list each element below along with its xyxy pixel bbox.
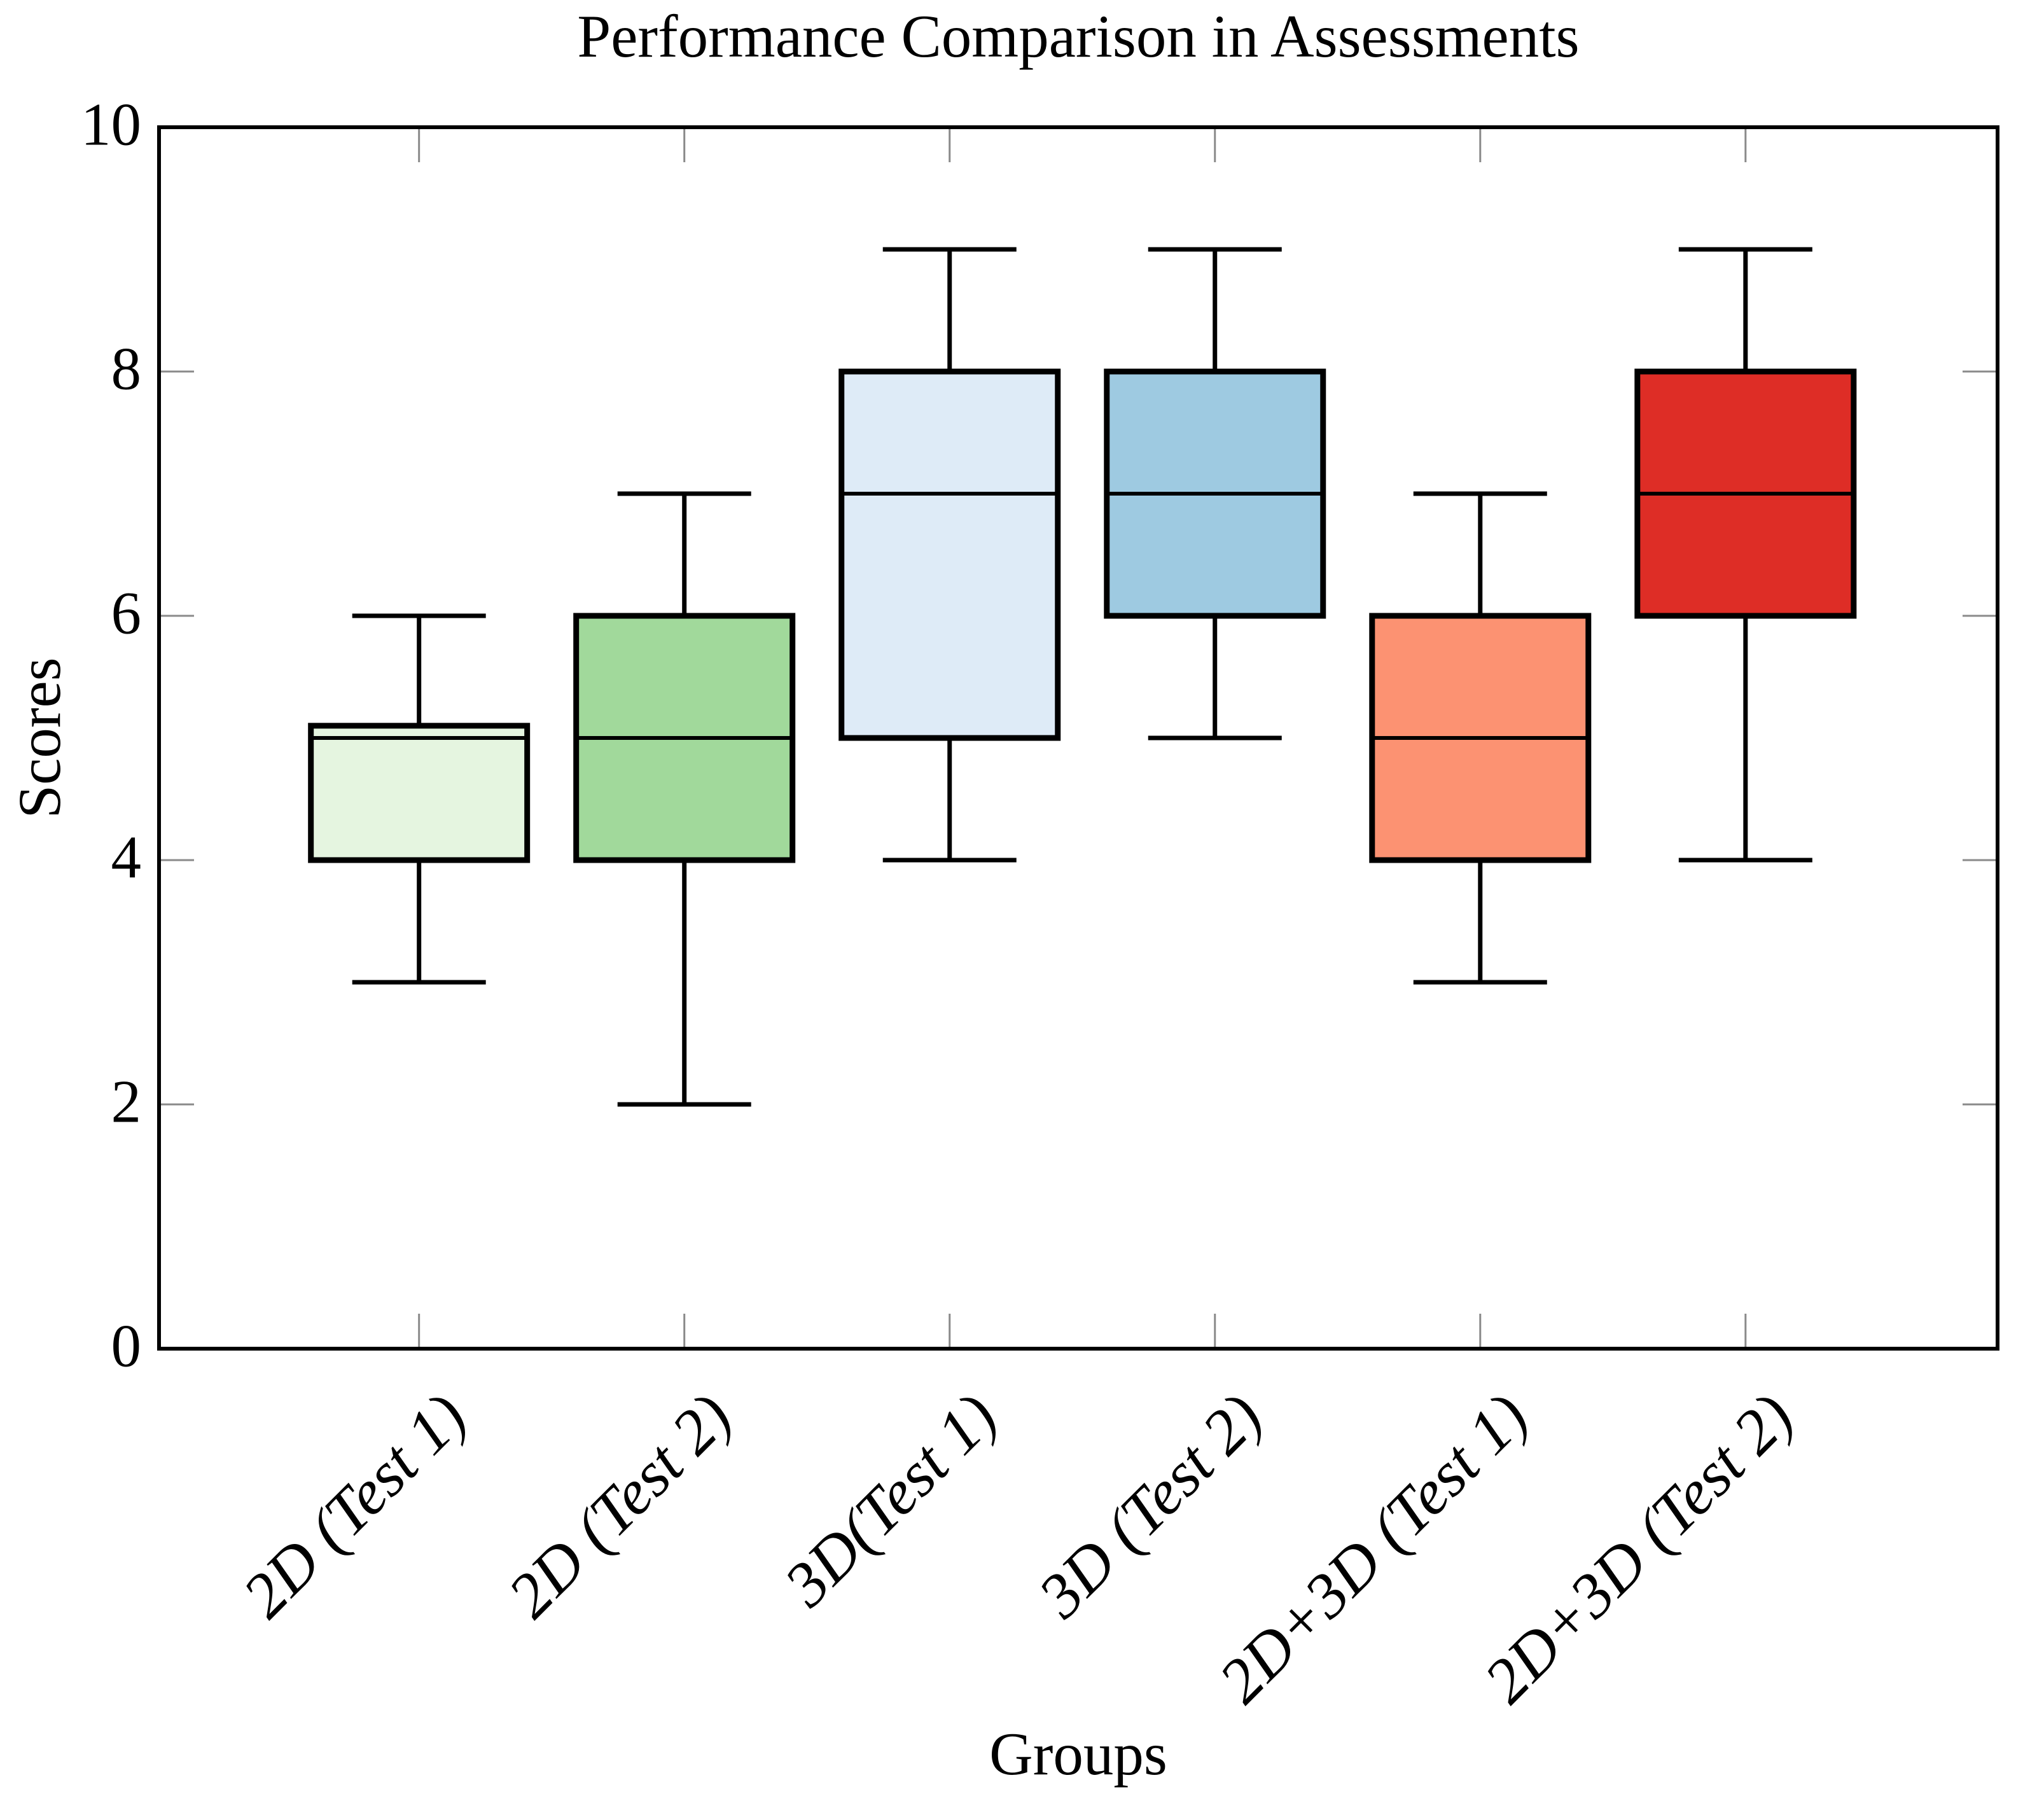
y-tick-label-8: 8 <box>111 335 142 403</box>
y-tick-label-6: 6 <box>111 579 142 647</box>
y-tick-label-10: 10 <box>81 90 141 158</box>
y-tick-label-0: 0 <box>111 1312 142 1380</box>
y-tick-label-4: 4 <box>111 823 142 891</box>
y-tick-label-2: 2 <box>111 1067 142 1136</box>
y-axis-title: Scores <box>6 657 73 819</box>
box-2 <box>838 368 1061 741</box>
chart-title: Performance Comparison in Assessments <box>577 3 1580 70</box>
box-0 <box>308 723 531 863</box>
axis-frame <box>157 125 1999 1351</box>
x-axis-title: Groups <box>989 1720 1167 1788</box>
